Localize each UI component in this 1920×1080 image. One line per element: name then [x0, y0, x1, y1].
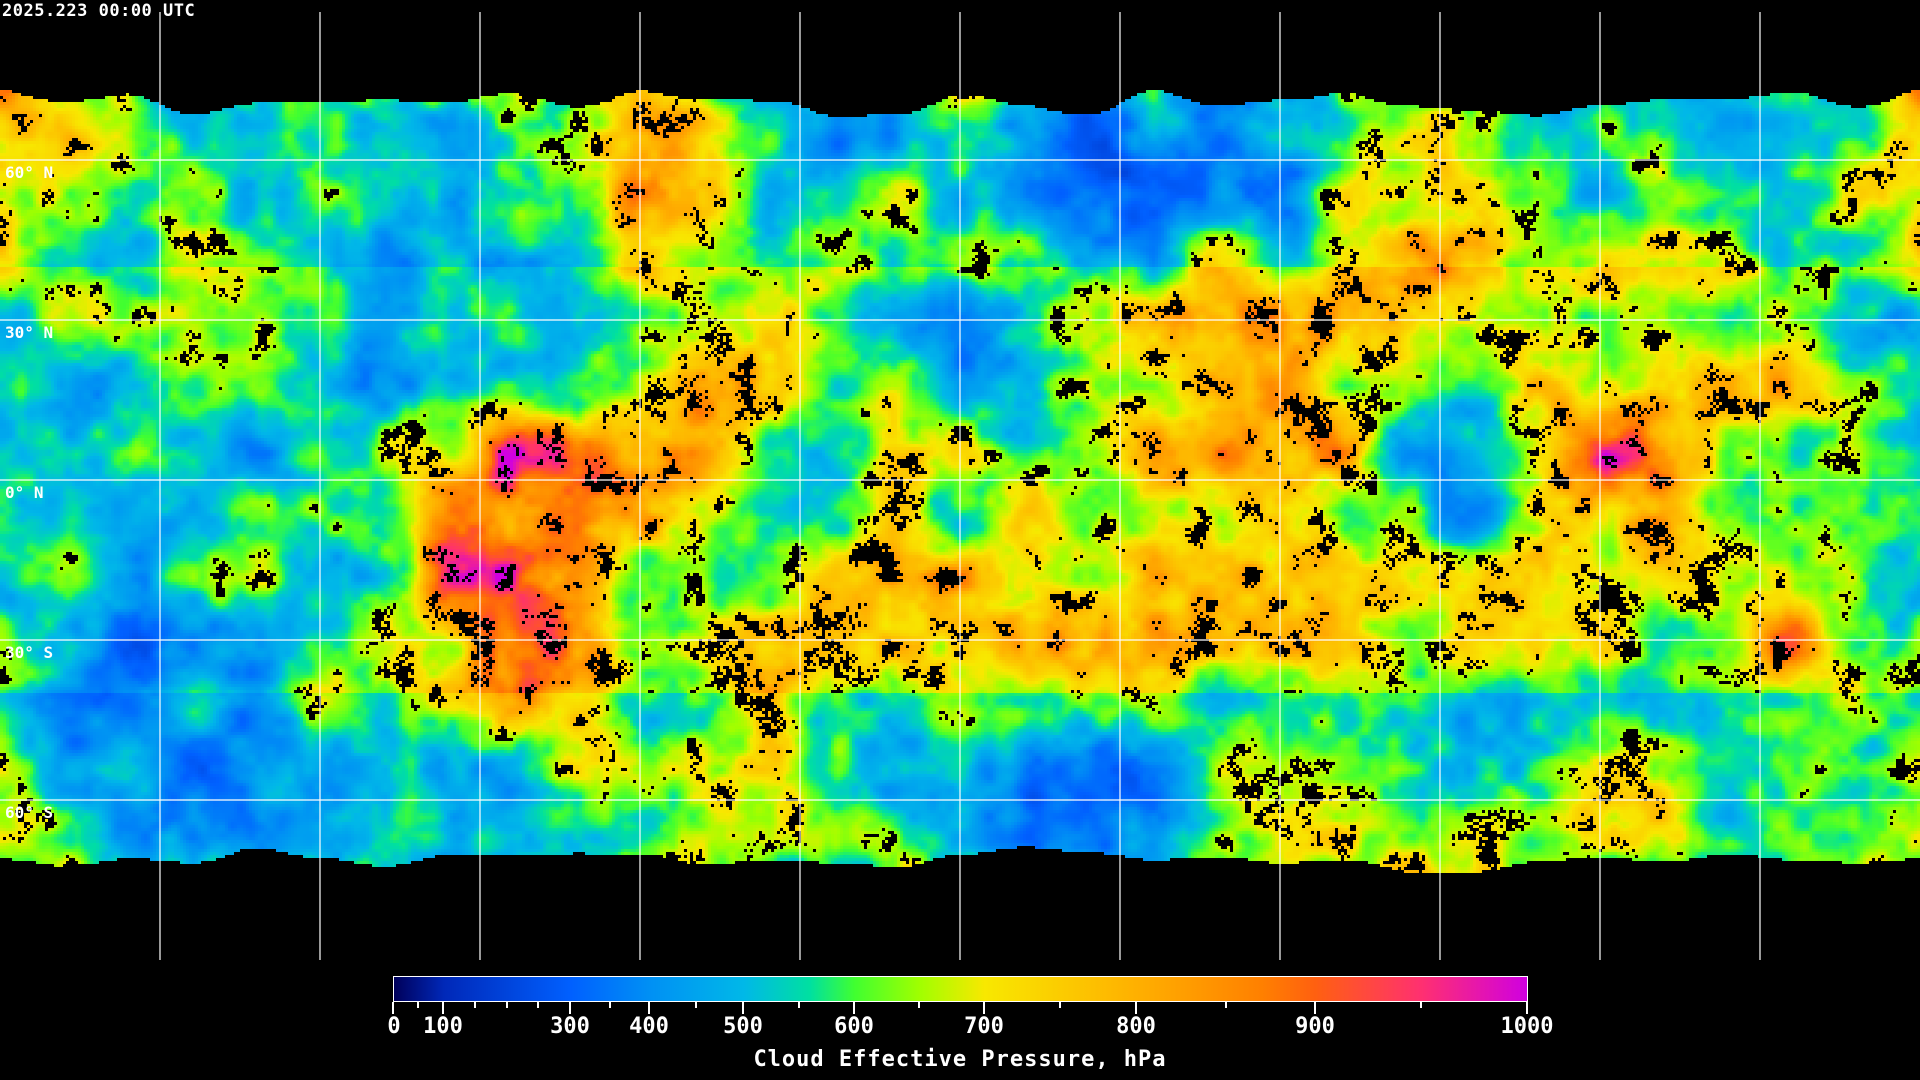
colorbar-tick-label: 800	[1116, 1014, 1156, 1039]
colorbar-tick-label: 1000	[1500, 1014, 1554, 1039]
colorbar-tick-label: 400	[629, 1014, 669, 1039]
colorbar-tick-label: 300	[550, 1014, 590, 1039]
colorbar-minor-tick	[695, 1002, 697, 1008]
colorbar-ticks	[0, 1002, 1920, 1062]
cloud-pressure-map	[0, 0, 1920, 960]
colorbar-tick-label: 100	[423, 1014, 463, 1039]
timestamp: 2025.223 00:00 UTC	[2, 1, 196, 21]
latitude-label: 0° N	[5, 483, 44, 502]
colorbar-major-tick	[648, 1002, 650, 1014]
colorbar-minor-tick	[505, 1002, 508, 1008]
latitude-label: 60° S	[5, 803, 54, 822]
colorbar-major-tick	[442, 1002, 444, 1014]
latitude-label: 30° S	[5, 643, 54, 662]
colorbar-major-tick	[853, 1002, 855, 1014]
colorbar-minor-tick	[918, 1002, 920, 1008]
colorbar-minor-tick	[1224, 1002, 1227, 1008]
lat-lon-gridlines	[0, 12, 1920, 960]
colorbar-tick-label: 0	[387, 1014, 401, 1039]
colorbar-tick-label: 900	[1295, 1014, 1335, 1039]
colorbar-tick-label: 600	[834, 1014, 874, 1039]
colorbar-tick-label: 700	[964, 1014, 1004, 1039]
colorbar-major-tick	[983, 1002, 985, 1014]
colorbar-minor-tick	[417, 1002, 419, 1008]
colorbar-tick-label: 500	[723, 1014, 763, 1039]
latitude-label: 60° N	[5, 163, 54, 182]
colorbar-major-tick	[392, 1002, 394, 1014]
colorbar-major-tick	[1526, 1002, 1528, 1014]
colorbar-major-tick	[1135, 1002, 1137, 1014]
colorbar-major-tick	[569, 1002, 571, 1014]
colorbar-minor-tick	[608, 1002, 611, 1008]
colorbar-title: Cloud Effective Pressure, hPa	[753, 1047, 1167, 1072]
colorbar-minor-tick	[1059, 1002, 1061, 1008]
colorbar	[393, 976, 1528, 1002]
colorbar-minor-tick	[797, 1002, 800, 1008]
latitude-label: 30° N	[5, 323, 54, 342]
colorbar-minor-tick	[537, 1002, 540, 1008]
colorbar-major-tick	[1314, 1002, 1316, 1014]
colorbar-major-tick	[742, 1002, 744, 1014]
colorbar-minor-tick	[473, 1002, 476, 1008]
colorbar-minor-tick	[1420, 1002, 1422, 1008]
